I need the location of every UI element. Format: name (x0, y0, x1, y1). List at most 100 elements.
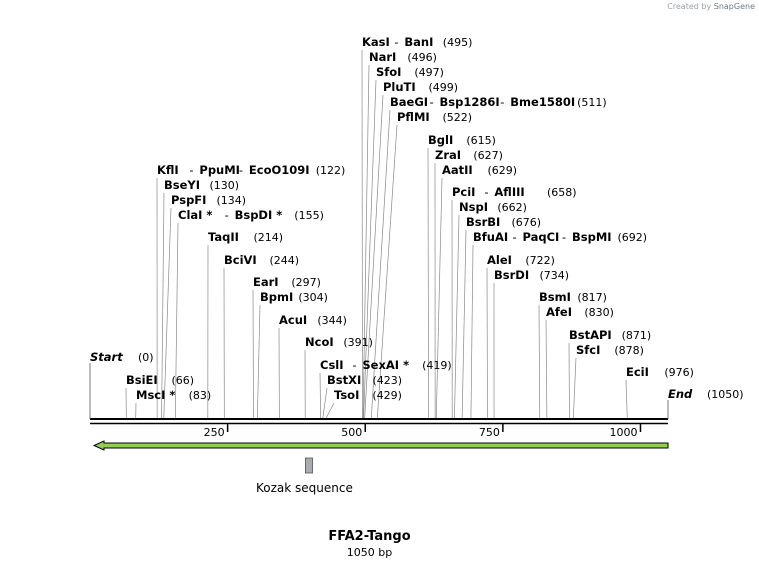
site-connector (362, 64, 370, 419)
site-position: (495) (443, 36, 473, 49)
site-name-separator: - (225, 208, 229, 222)
site-position: (423) (373, 374, 403, 387)
site-position: (522) (443, 111, 473, 124)
site-name[interactable]: Bme1580I (510, 95, 575, 109)
axis-tick-label: 750 (479, 426, 500, 439)
site-name[interactable]: BseYI (164, 178, 200, 192)
site-name[interactable]: BstXI (327, 373, 361, 387)
site-connector (572, 357, 577, 419)
site-name[interactable]: BspDI * (235, 208, 283, 222)
site-position: (692) (618, 231, 648, 244)
site-name[interactable]: CslI (320, 358, 344, 372)
site-position: (615) (466, 134, 496, 147)
site-name[interactable]: PaqCI (523, 230, 560, 244)
site-position: (662) (497, 201, 527, 214)
orf-arrow[interactable] (92, 440, 669, 451)
site-position: (734) (540, 269, 570, 282)
end-label: End (668, 387, 693, 401)
site-name[interactable]: SexAI * (362, 358, 409, 372)
site-position: (391) (343, 336, 373, 349)
site-position: (429) (372, 389, 402, 402)
site-name[interactable]: NspI (459, 200, 488, 214)
site-name[interactable]: MscI * (136, 388, 175, 402)
site-name[interactable]: BpmI (260, 290, 293, 304)
site-name-separator: - (513, 230, 517, 244)
site-name[interactable]: BciVI (224, 253, 257, 267)
site-name[interactable]: EcoO109I (249, 163, 310, 177)
site-name[interactable]: TaqII (208, 230, 239, 244)
site-name[interactable]: ClaI * (178, 208, 212, 222)
site-name[interactable]: BsmI (539, 290, 571, 304)
site-name[interactable]: BsiEI (126, 373, 158, 387)
site-position: (871) (622, 329, 652, 342)
site-position: (499) (429, 81, 459, 94)
feature-kozak-box[interactable] (304, 457, 313, 474)
site-position: (976) (664, 366, 694, 379)
axis-tick-label: 500 (341, 426, 362, 439)
site-name-separator: - (484, 185, 488, 199)
site-name[interactable]: BsrDI (494, 268, 529, 282)
start-label: Start (90, 350, 123, 364)
site-name[interactable]: EarI (253, 275, 279, 289)
site-name[interactable]: PluTI (383, 80, 416, 94)
site-position: (244) (270, 254, 300, 267)
site-name[interactable]: ZraI (435, 148, 461, 162)
site-connector (163, 207, 172, 419)
site-name-separator: - (394, 35, 398, 49)
site-connector (470, 244, 474, 419)
site-name[interactable]: BfuAI (473, 230, 508, 244)
site-name[interactable]: SfoI (376, 65, 401, 79)
site-name[interactable]: BstAPI (569, 328, 612, 342)
site-name[interactable]: PflMI (397, 110, 430, 124)
site-position: (66) (172, 374, 195, 387)
site-position: (722) (525, 254, 555, 267)
axis-tick-label: 250 (204, 426, 225, 439)
site-position: (658) (547, 186, 577, 199)
credit-prefix: Created by (667, 2, 712, 11)
feature-label-kozak[interactable]: Kozak sequence (256, 481, 353, 495)
site-name[interactable]: SfcI (576, 343, 600, 357)
construct-title: FFA2-Tango (328, 529, 411, 544)
site-position: (344) (317, 314, 347, 327)
site-name[interactable]: AleI (487, 253, 512, 267)
site-name[interactable]: BaeGI (390, 95, 428, 109)
credit-brand: SnapGene (713, 2, 755, 11)
site-position: (83) (189, 389, 212, 402)
site-connector (545, 319, 548, 419)
site-name[interactable]: BglI (428, 133, 453, 147)
site-name[interactable]: NarI (369, 50, 396, 64)
site-name[interactable]: NcoI (305, 335, 334, 349)
site-name[interactable]: EciI (626, 365, 649, 379)
site-name[interactable]: TsoI (334, 388, 359, 402)
site-name[interactable]: BanI (404, 35, 433, 49)
site-name[interactable]: AatII (442, 163, 473, 177)
site-name[interactable]: KasI (362, 35, 390, 49)
construct-length: 1050 bp (346, 546, 393, 559)
site-name[interactable]: PciI (452, 185, 475, 199)
site-connector (364, 94, 384, 419)
site-position: (627) (473, 149, 503, 162)
start-position: (0) (138, 351, 154, 364)
site-name[interactable]: PpuMI (199, 163, 240, 177)
site-name[interactable]: BspMI (572, 230, 612, 244)
site-name[interactable]: AfeI (546, 305, 572, 319)
site-position: (496) (407, 51, 437, 64)
site-connector (174, 222, 179, 419)
site-name[interactable]: Bsp1286I (440, 95, 500, 109)
site-name-separator: - (500, 95, 504, 109)
site-position: (214) (254, 231, 284, 244)
site-name[interactable]: KflI (157, 163, 179, 177)
site-position: (878) (614, 344, 644, 357)
site-name[interactable]: AcuI (279, 313, 307, 327)
site-connector (454, 214, 460, 419)
site-name[interactable]: BsrBI (466, 215, 500, 229)
snapgene-credit: Created by SnapGene (667, 2, 755, 11)
site-position: (629) (488, 164, 518, 177)
site-position: (511) (577, 96, 607, 109)
site-name[interactable]: AflIII (494, 185, 524, 199)
site-connector (427, 147, 429, 419)
site-connector (370, 109, 391, 419)
site-connector (625, 379, 628, 419)
site-name[interactable]: PspFI (171, 193, 206, 207)
